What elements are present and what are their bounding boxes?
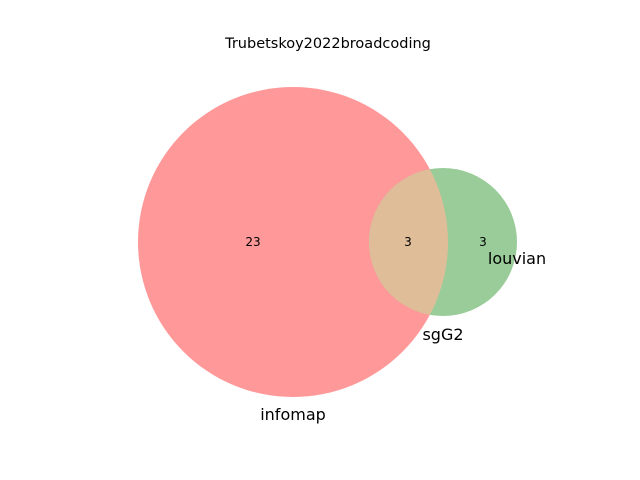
louvian-only-count: 3	[479, 235, 487, 249]
overlap-label: sgG2	[422, 325, 463, 344]
louvian-label: louvian	[488, 249, 546, 268]
intersection-region	[369, 168, 448, 316]
infomap-label: infomap	[260, 405, 326, 424]
infomap-only-count: 23	[245, 235, 260, 249]
infomap-circle	[138, 87, 448, 397]
chart-title: Trubetskoy2022broadcoding	[224, 36, 431, 52]
intersection-count: 3	[404, 235, 412, 249]
